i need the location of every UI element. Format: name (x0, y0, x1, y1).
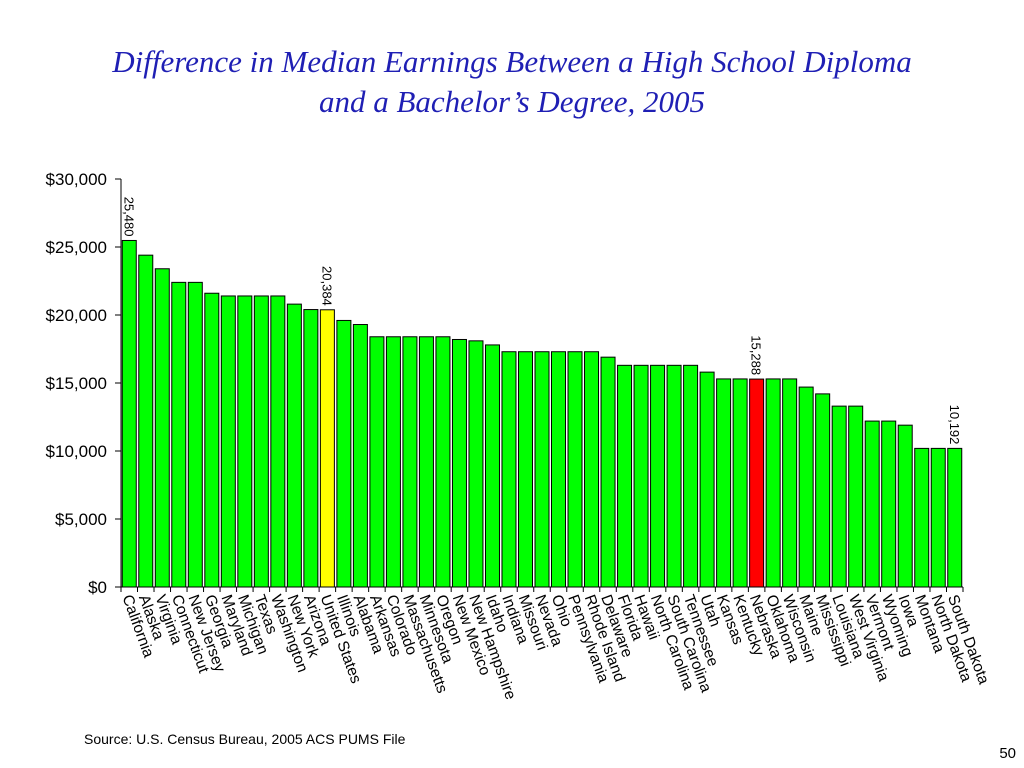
bar-texas (253, 295, 269, 588)
bar-idaho (484, 344, 500, 588)
bar-maine (798, 386, 814, 588)
bar-indiana (501, 351, 517, 588)
bar-illinois (336, 319, 352, 588)
bar-ohio (551, 351, 567, 588)
bar-wyoming (881, 420, 897, 588)
bar-north-carolina (650, 364, 666, 588)
bar-maryland (220, 295, 236, 588)
y-tick-label: $10,000 (46, 442, 107, 461)
bar-georgia (204, 292, 220, 588)
y-tick-label: $20,000 (46, 306, 107, 325)
bar-washington (270, 295, 286, 588)
bar-wisconsin (782, 378, 798, 588)
bar-missouri (517, 351, 533, 588)
y-tick-label: $25,000 (46, 238, 107, 257)
bar-virginia (154, 268, 170, 588)
bar-kentucky (732, 378, 748, 588)
bar-colorado (385, 336, 401, 588)
bar-kansas (716, 378, 732, 588)
bar-oregon (435, 336, 451, 588)
bar-michigan (237, 295, 253, 588)
bar-pennsylvania (567, 351, 583, 588)
bar-new-york (286, 303, 302, 588)
bar-tennessee (683, 364, 699, 588)
bar-mississippi (815, 393, 831, 588)
bar-south-dakota (947, 447, 963, 588)
bar-rhode-island (584, 351, 600, 588)
bar-nebraska (749, 378, 765, 588)
chart-title-line-1: Difference in Median Earnings Between a … (112, 44, 912, 79)
bar-alabama (352, 324, 368, 588)
bar-utah (699, 371, 715, 588)
bar-iowa (897, 424, 913, 588)
y-tick-label: $15,000 (46, 374, 107, 393)
bar-connecticut (171, 281, 187, 588)
y-tick-label: $5,000 (55, 510, 107, 529)
data-label: 20,384 (319, 266, 334, 306)
chart-title: Difference in Median Earnings Between a … (0, 42, 1024, 122)
bar-oklahoma (765, 378, 781, 588)
bar-vermont (864, 420, 880, 588)
bar-new-jersey (187, 281, 203, 588)
bar-delaware (600, 356, 616, 588)
bar-hawaii (633, 364, 649, 588)
bar-massachusetts (402, 336, 418, 588)
page-number: 50 (999, 745, 1016, 762)
bar-new-hampshire (468, 340, 484, 588)
y-tick-label: $30,000 (46, 170, 107, 189)
data-label: 10,192 (947, 405, 962, 445)
data-label: 25,480 (121, 197, 136, 237)
bar-arizona (303, 309, 319, 588)
chart-title-line-2: and a Bachelor’s Degree, 2005 (318, 84, 705, 119)
bar-montana (914, 447, 930, 588)
bar-nevada (534, 351, 550, 588)
bar-north-dakota (930, 447, 946, 588)
data-label: 15,288 (749, 335, 764, 375)
y-tick-label: $0 (88, 578, 107, 597)
bar-arkansas (369, 336, 385, 588)
bar-florida (617, 364, 633, 588)
bar-new-mexico (451, 338, 467, 588)
bar-south-carolina (666, 364, 682, 588)
bar-california (121, 239, 137, 588)
bar-louisiana (831, 405, 847, 588)
bar-minnesota (418, 336, 434, 588)
bar-united-states (319, 309, 335, 588)
bar-alaska (138, 254, 154, 588)
bar-west-virginia (848, 405, 864, 588)
source-note: Source: U.S. Census Bureau, 2005 ACS PUM… (84, 731, 406, 747)
